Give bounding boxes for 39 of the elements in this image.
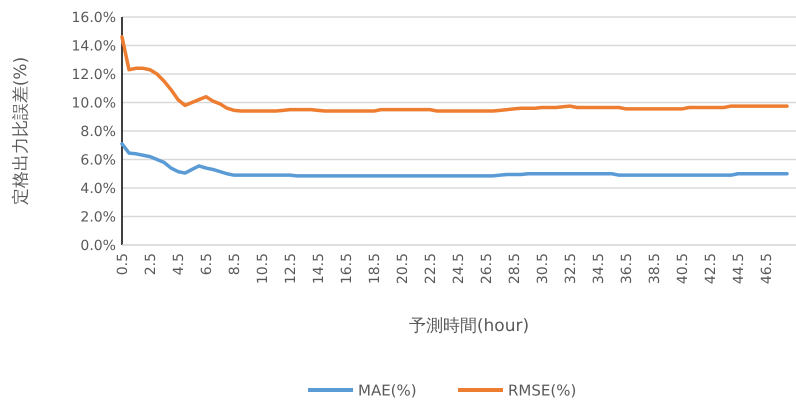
x-tick-label: 28.5 xyxy=(507,253,523,284)
x-tick-label: 26.5 xyxy=(479,253,495,284)
y-axis-title: 定格出力比誤差(%) xyxy=(11,56,31,206)
x-tick-label: 14.5 xyxy=(311,253,327,284)
y-tick-label: 12.0% xyxy=(72,66,116,83)
x-tick-label: 34.5 xyxy=(591,253,607,284)
x-tick-label: 10.5 xyxy=(255,253,271,284)
x-tick-label: 2.5 xyxy=(143,253,159,276)
x-tick-label: 36.5 xyxy=(619,253,635,284)
y-tick-label: 4.0% xyxy=(80,180,116,197)
x-tick-label: 24.5 xyxy=(451,253,467,284)
x-tick-label: 12.5 xyxy=(283,253,299,284)
x-tick-label: 38.5 xyxy=(647,253,663,284)
x-tick-label: 4.5 xyxy=(171,253,187,276)
legend-label: MAE(%) xyxy=(358,381,417,400)
x-tick-label: 46.5 xyxy=(759,253,775,284)
x-tick-label: 18.5 xyxy=(367,253,383,284)
y-tick-label: 10.0% xyxy=(72,95,116,112)
x-tick-label: 44.5 xyxy=(731,253,747,284)
x-tick-label: 8.5 xyxy=(227,253,243,276)
line-series xyxy=(120,35,789,113)
x-tick-label: 40.5 xyxy=(675,253,691,284)
x-tick-label: 30.5 xyxy=(535,253,551,284)
y-tick-label: 2.0% xyxy=(80,209,116,226)
y-tick-label: 8.0% xyxy=(80,124,116,140)
y-tick-label: 16.0% xyxy=(72,10,116,26)
y-tick-label: 6.0% xyxy=(80,152,116,168)
y-tick-label: 14.0% xyxy=(72,38,116,54)
x-tick-label: 22.5 xyxy=(423,253,439,284)
x-axis-title: 予測時間(hour) xyxy=(408,316,530,336)
x-tick-label: 42.5 xyxy=(703,253,719,284)
line-series xyxy=(120,142,789,178)
x-tick-label: 20.5 xyxy=(395,253,411,284)
x-tick-label: 6.5 xyxy=(199,253,215,276)
x-tick-label: 16.5 xyxy=(339,253,355,284)
y-tick-label: 0.0% xyxy=(80,238,116,254)
legend-label: RMSE(%) xyxy=(508,381,576,400)
x-tick-label: 0.5 xyxy=(115,253,131,276)
x-tick-label: 32.5 xyxy=(563,253,579,284)
